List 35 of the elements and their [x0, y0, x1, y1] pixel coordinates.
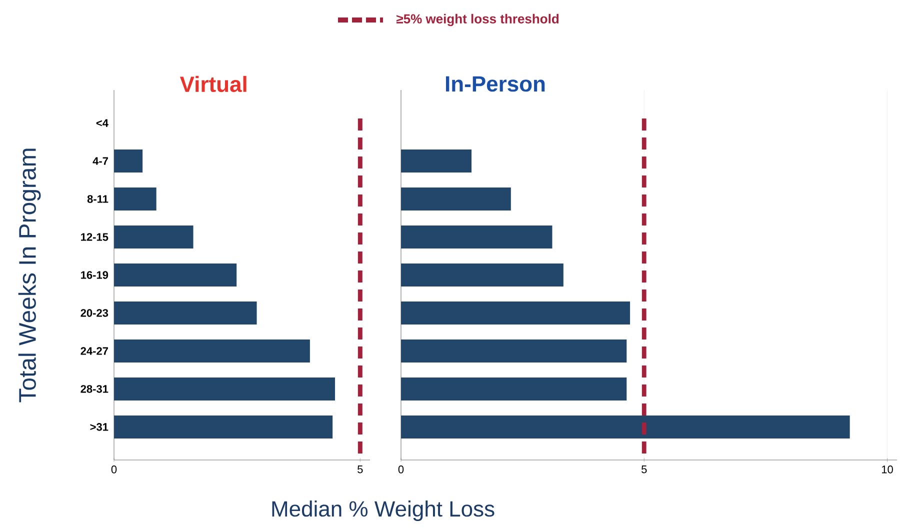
bar: [114, 339, 310, 362]
bar: [114, 301, 257, 324]
bar: [114, 263, 237, 286]
bar: [401, 263, 564, 286]
bar: [114, 415, 333, 438]
bar: [401, 226, 552, 248]
bar: [114, 226, 194, 249]
bar: [114, 377, 336, 400]
y-tick-label: >31: [90, 423, 108, 431]
y-tick-label: 24-27: [80, 347, 108, 355]
x-tick-label: 5: [642, 466, 647, 474]
x-tick-label: 10: [882, 466, 893, 474]
x-tick-label: 0: [111, 466, 117, 474]
y-tick-label: 16-19: [81, 271, 108, 279]
y-tick-label: 12-15: [81, 233, 108, 241]
bar: [114, 150, 143, 173]
x-tick-label: 0: [398, 466, 404, 474]
chart-title: In-Person: [446, 76, 545, 92]
legend-label: ≥5% weight loss threshold: [396, 14, 559, 26]
bar: [114, 188, 156, 211]
bar: [401, 339, 627, 362]
x-axis-title: Median % Weight Loss: [272, 500, 494, 522]
chart-title: Virtual: [180, 76, 246, 92]
y-tick-label: 20-23: [80, 309, 108, 317]
y-tick-label: 28-31: [80, 385, 108, 393]
y-tick-label: 8-11: [87, 195, 108, 203]
bar: [401, 188, 511, 211]
bar: [401, 301, 630, 324]
y-tick-label: 4-7: [92, 157, 108, 165]
x-tick-label: 5: [358, 466, 363, 474]
bar: [401, 415, 850, 438]
y-axis-title: Total Weeks In Program: [18, 148, 41, 402]
y-tick-label: <4: [96, 119, 108, 127]
bar: [401, 150, 472, 173]
bar: [401, 377, 627, 400]
